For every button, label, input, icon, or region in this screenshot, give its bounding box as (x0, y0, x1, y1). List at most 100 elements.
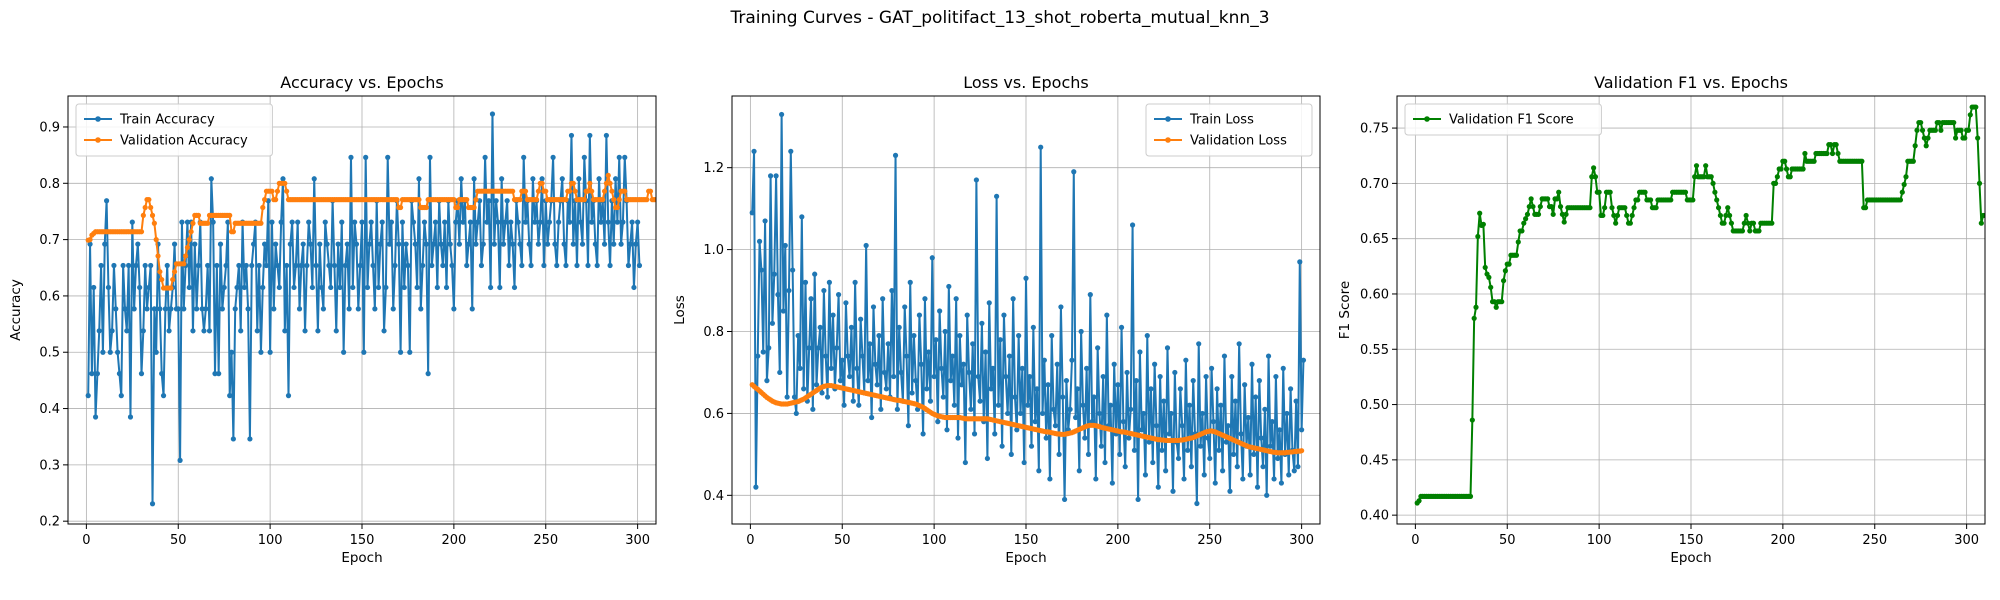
x-axis-label: Epoch (1005, 550, 1046, 566)
data-point (238, 328, 243, 333)
x-axis-label: Epoch (341, 550, 382, 566)
data-point (545, 242, 550, 247)
data-point (519, 263, 524, 268)
data-point (1800, 166, 1805, 171)
data-point (324, 242, 329, 247)
data-point (911, 333, 916, 338)
data-point (609, 189, 614, 194)
data-point (622, 189, 627, 194)
data-point (271, 306, 276, 311)
data-point (567, 189, 572, 194)
data-point (1551, 212, 1556, 217)
data-point (345, 242, 350, 247)
data-point (937, 308, 942, 313)
data-point (223, 263, 228, 268)
data-point (484, 220, 489, 225)
data-point (1145, 333, 1150, 338)
data-point (183, 253, 188, 258)
data-point (1635, 197, 1640, 202)
data-point (1273, 374, 1278, 379)
data-point (891, 374, 896, 379)
data-point (865, 378, 870, 383)
data-point (906, 423, 911, 428)
data-point (998, 337, 1003, 342)
data-point (1260, 464, 1265, 469)
data-point (527, 242, 532, 247)
data-point (471, 205, 476, 210)
data-point (1516, 239, 1521, 244)
data-point (571, 242, 576, 247)
y-tick-label: 0.9 (39, 120, 60, 135)
data-point (869, 415, 874, 420)
data-point (1824, 151, 1829, 156)
data-point (358, 263, 363, 268)
data-point (234, 285, 239, 290)
data-point (587, 133, 592, 138)
data-point (339, 220, 344, 225)
data-point (902, 304, 907, 309)
data-point (1902, 182, 1907, 187)
data-point (1009, 452, 1014, 457)
data-point (1514, 253, 1519, 258)
data-point (943, 329, 948, 334)
data-point (1205, 435, 1210, 440)
data-point (843, 300, 848, 305)
legend-label: Train Accuracy (119, 113, 215, 128)
data-point (244, 263, 249, 268)
data-point (1095, 345, 1100, 350)
data-point (939, 366, 944, 371)
data-point (1185, 448, 1190, 453)
x-tick-label: 300 (1289, 533, 1314, 548)
data-point (615, 220, 620, 225)
data-point (233, 306, 238, 311)
data-point (1248, 472, 1253, 477)
data-point (196, 213, 201, 218)
data-point (86, 393, 91, 398)
data-point (449, 263, 454, 268)
data-point (354, 242, 359, 247)
data-point (812, 272, 817, 277)
data-point (251, 242, 256, 247)
chart-title: Validation F1 vs. Epochs (1594, 73, 1788, 92)
data-point (801, 386, 806, 391)
accuracy-panel: 0 50 100 150 200 250 3000.20.30.40.50.60.70.80… (8, 73, 677, 566)
data-point (1202, 472, 1207, 477)
data-point (426, 371, 431, 376)
data-point (1034, 386, 1039, 391)
data-point (381, 328, 386, 333)
data-point (1031, 325, 1036, 330)
data-point (1953, 135, 1958, 140)
data-point (1047, 476, 1052, 481)
data-point (880, 296, 885, 301)
data-point (563, 197, 568, 202)
data-point (933, 337, 938, 342)
data-point (1628, 221, 1633, 226)
data-point (1416, 498, 1421, 503)
data-point (979, 321, 984, 326)
data-point (1788, 174, 1793, 179)
data-point (1506, 262, 1511, 267)
data-point (1033, 419, 1038, 424)
y-tick-label: 0.45 (1360, 453, 1389, 468)
data-point (1653, 205, 1658, 210)
data-point (505, 198, 510, 203)
data-point (97, 328, 102, 333)
data-point (229, 350, 234, 355)
data-point (466, 242, 471, 247)
data-point (1137, 349, 1142, 354)
data-point (1044, 435, 1049, 440)
data-point (1475, 234, 1480, 239)
data-point (630, 220, 635, 225)
data-point (893, 153, 898, 158)
data-point (770, 321, 775, 326)
data-point (1170, 489, 1175, 494)
data-point (1099, 444, 1104, 449)
data-point (1494, 305, 1499, 310)
data-point (1056, 452, 1061, 457)
data-point (528, 263, 533, 268)
data-point (972, 431, 977, 436)
data-point (422, 220, 427, 225)
data-point (1959, 128, 1964, 133)
data-point (1690, 197, 1695, 202)
x-tick-label: 250 (533, 533, 558, 548)
